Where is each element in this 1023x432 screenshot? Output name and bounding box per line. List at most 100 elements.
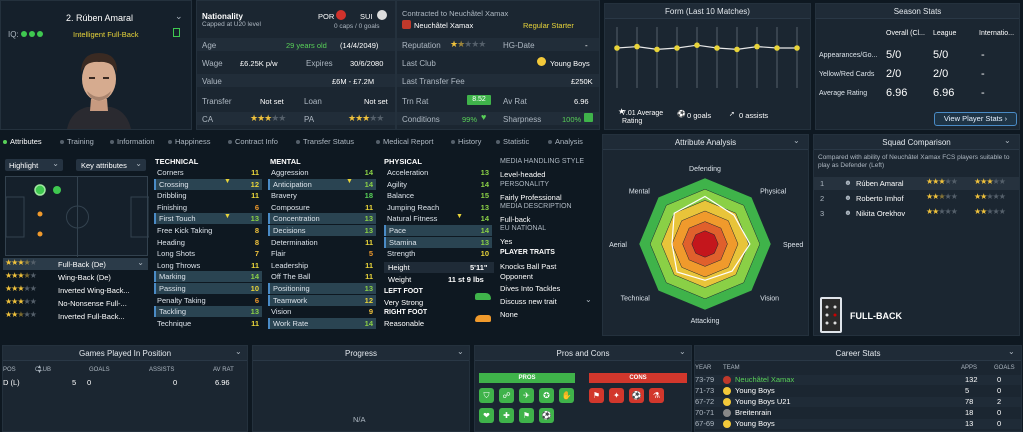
- tab-history[interactable]: History: [458, 137, 482, 146]
- career-row[interactable]: 70-71 Breitenrain 18 0: [695, 408, 1021, 418]
- attr-long-throws[interactable]: Long Throws 11: [154, 260, 262, 271]
- nation-2[interactable]: SUI: [360, 12, 373, 21]
- attr-tackling[interactable]: Tackling 13: [154, 306, 262, 318]
- tab-training[interactable]: Training: [67, 137, 94, 146]
- attr-corners[interactable]: Corners 11: [154, 167, 262, 178]
- pro-badge-icon[interactable]: ⚽: [539, 408, 554, 423]
- attr-passing[interactable]: Passing 10: [154, 283, 262, 294]
- pro-badge-icon[interactable]: ⛉: [479, 388, 494, 403]
- form-point[interactable]: [734, 46, 740, 53]
- chevron-down-icon[interactable]: ⌄: [1008, 347, 1015, 356]
- pro-badge-icon[interactable]: ✚: [499, 408, 514, 423]
- attr-finishing[interactable]: Finishing 6: [154, 202, 262, 213]
- form-point[interactable]: [794, 45, 800, 51]
- attr-jumping-reach[interactable]: Jumping Reach 13: [384, 202, 492, 213]
- attr-balance[interactable]: Balance 15: [384, 190, 492, 201]
- sort-arrows-icon[interactable]: ▲ ▼: [37, 364, 42, 375]
- last-club-value[interactable]: Young Boys: [550, 59, 590, 68]
- club-name[interactable]: Neuchâtel Xamax: [414, 21, 474, 30]
- attr-penalty-taking[interactable]: Penalty Taking 6: [154, 295, 262, 306]
- pro-badge-icon[interactable]: ⚑: [519, 408, 534, 423]
- attr-composure[interactable]: Composure 11: [268, 202, 376, 213]
- form-point[interactable]: [614, 45, 620, 51]
- attr-pace[interactable]: Pace 14: [384, 225, 492, 236]
- tab-information[interactable]: Information: [117, 137, 155, 146]
- attr-off-the-ball[interactable]: Off The Ball 11: [268, 271, 376, 282]
- attr-heading[interactable]: Heading 8: [154, 237, 262, 248]
- squad-row[interactable]: 2 ☻ Roberto Imhof ★★★★★ ★★★★★: [814, 192, 1019, 205]
- career-row[interactable]: 67-72 Young Boys U21 78 2: [695, 397, 1021, 407]
- attr-natural-fitness[interactable]: Natural Fitness 14: [384, 213, 492, 224]
- attr-vision[interactable]: Vision 9: [268, 306, 376, 317]
- pro-badge-icon[interactable]: ✪: [539, 388, 554, 403]
- position-row[interactable]: ★★★★★ No-Nonsense Full-...: [3, 297, 148, 309]
- attr-bravery[interactable]: Bravery 18: [268, 190, 376, 201]
- attr-free-kick-taking[interactable]: Free Kick Taking 8: [154, 225, 262, 236]
- attr-concentration[interactable]: Concentration 13: [268, 213, 376, 225]
- view-player-stats-button[interactable]: View Player Stats ›: [934, 112, 1017, 126]
- notes-icon[interactable]: [173, 28, 180, 37]
- chevron-down-icon[interactable]: ⌄: [793, 136, 800, 145]
- pro-badge-icon[interactable]: ☍: [499, 388, 514, 403]
- attr-first-touch[interactable]: First Touch 13: [154, 213, 262, 225]
- attr-agility[interactable]: Agility 14: [384, 179, 492, 190]
- chevron-down-icon[interactable]: ⌄: [137, 258, 144, 267]
- chevron-down-icon[interactable]: ⌄: [585, 295, 592, 304]
- player-menu-chevron-icon[interactable]: ⌄: [175, 11, 183, 21]
- chevron-down-icon[interactable]: ⌄: [457, 347, 464, 356]
- highlight-dropdown[interactable]: Highlight ⌄: [5, 159, 63, 171]
- attr-anticipation[interactable]: Anticipation 14: [268, 178, 376, 190]
- squad-row[interactable]: 1 ☻ Rúben Amaral ★★★★★ ★★★★★: [814, 177, 1019, 190]
- attr-strength[interactable]: Strength 10: [384, 248, 492, 259]
- form-point[interactable]: [674, 45, 680, 51]
- attr-flair[interactable]: Flair 5: [268, 248, 376, 259]
- position-row[interactable]: ★★★★★ Inverted Wing-Back...: [3, 284, 148, 296]
- chevron-down-icon[interactable]: ⌄: [1004, 136, 1011, 145]
- pro-badge-icon[interactable]: ❤: [479, 408, 494, 423]
- position-row[interactable]: ★★★★★ Full-Back (De) ⌄: [3, 258, 148, 270]
- attr-aggression[interactable]: Aggression 14: [268, 167, 376, 178]
- nation-1[interactable]: POR: [318, 12, 335, 21]
- career-row[interactable]: 71-73 Young Boys 5 0: [695, 386, 1021, 396]
- con-badge-icon[interactable]: ✦: [609, 388, 624, 403]
- career-row[interactable]: 73-79 Neuchâtel Xamax 132 0: [695, 375, 1021, 385]
- attr-decisions[interactable]: Decisions 13: [268, 225, 376, 236]
- pro-badge-icon[interactable]: ✈: [519, 388, 534, 403]
- pro-badge-icon[interactable]: ✋: [559, 388, 574, 403]
- form-point[interactable]: [774, 45, 780, 51]
- tab-medical-report[interactable]: Medical Report: [383, 137, 434, 146]
- attr-teamwork[interactable]: Teamwork 12: [268, 294, 376, 306]
- attr-long-shots[interactable]: Long Shots 7: [154, 248, 262, 259]
- attr-stamina[interactable]: Stamina 13: [384, 236, 492, 248]
- position-row[interactable]: ★★★★★ Inverted Full-Back...: [3, 310, 148, 322]
- con-badge-icon[interactable]: ⚑: [589, 388, 604, 403]
- key-attributes-dropdown[interactable]: Key attributes ⌄: [76, 159, 146, 171]
- chevron-down-icon[interactable]: ⌄: [235, 347, 242, 356]
- form-point[interactable]: [654, 46, 660, 53]
- squad-row[interactable]: 3 ☻ Nikita Orekhov ★★★★★ ★★★★★: [814, 207, 1019, 220]
- tab-contract-info[interactable]: Contract Info: [235, 137, 278, 146]
- tab-analysis[interactable]: Analysis: [555, 137, 583, 146]
- attr-marking[interactable]: Marking 14: [154, 271, 262, 283]
- tab-attributes[interactable]: Attributes: [10, 137, 42, 146]
- attr-dribbling[interactable]: Dribbling 11: [154, 190, 262, 201]
- attr-acceleration[interactable]: Acceleration 13: [384, 167, 492, 178]
- discuss-trait[interactable]: Discuss new trait: [500, 297, 557, 306]
- form-point[interactable]: [754, 43, 760, 50]
- tab-happiness[interactable]: Happiness: [175, 137, 211, 146]
- form-point[interactable]: [694, 42, 700, 48]
- chevron-down-icon[interactable]: ⌄: [679, 347, 686, 356]
- con-badge-icon[interactable]: ⚗: [649, 388, 664, 403]
- attr-work-rate[interactable]: Work Rate 14: [268, 317, 376, 329]
- attr-crossing[interactable]: Crossing 12: [154, 178, 262, 190]
- tab-transfer-status[interactable]: Transfer Status: [303, 137, 354, 146]
- position-row[interactable]: ★★★★★ Wing-Back (De): [3, 271, 148, 283]
- form-point[interactable]: [634, 43, 640, 50]
- attr-technique[interactable]: Technique 11: [154, 318, 262, 329]
- con-badge-icon[interactable]: ⚽: [629, 388, 644, 403]
- attr-positioning[interactable]: Positioning 13: [268, 283, 376, 294]
- attr-leadership[interactable]: Leadership 11: [268, 260, 376, 271]
- tab-statistic[interactable]: Statistic: [503, 137, 530, 146]
- career-row[interactable]: 67-69 Young Boys 13 0: [695, 419, 1021, 429]
- attr-determination[interactable]: Determination 11: [268, 237, 376, 248]
